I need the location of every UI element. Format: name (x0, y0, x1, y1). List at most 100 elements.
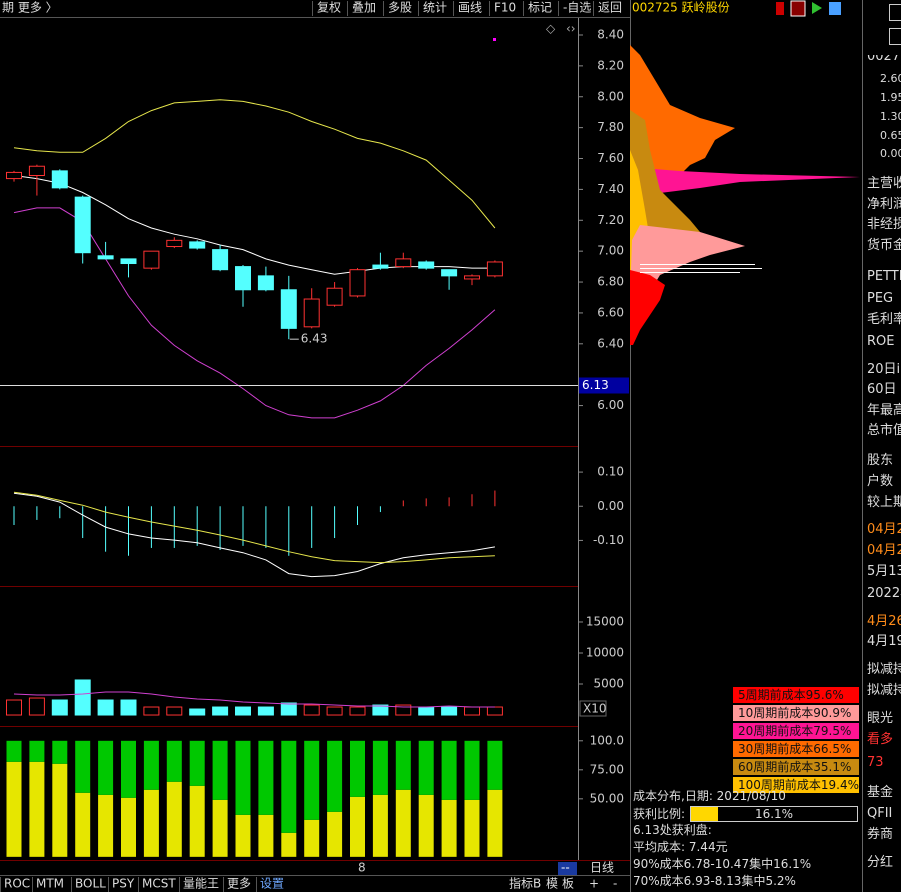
icon[interactable] (829, 2, 841, 15)
side-item: 4月26 (867, 614, 901, 629)
toolbar-button[interactable]: 统计 (423, 1, 447, 15)
volume-bar (280, 702, 297, 716)
stacked-segment (441, 740, 457, 800)
date-marker: 8 (358, 861, 366, 875)
icon[interactable]: ‹› (566, 22, 576, 36)
stacked-segment (52, 763, 68, 857)
indicator-line (13, 492, 495, 578)
stacked-segment (464, 799, 480, 857)
toolbar-button[interactable]: F10 (494, 1, 516, 15)
icon[interactable] (812, 2, 822, 14)
period[interactable]: 日线 (590, 861, 614, 875)
candle-body (257, 275, 274, 291)
profit-bar: 16.1% (690, 806, 858, 822)
icon[interactable]: ◇ (546, 22, 556, 36)
volume-bar (395, 704, 412, 716)
indicator-tab[interactable]: 量能王 (183, 877, 219, 891)
button[interactable] (889, 4, 901, 21)
candle-body (28, 165, 45, 176)
stacked-segment (6, 740, 22, 762)
indicator-tab[interactable]: 设置 (260, 877, 284, 891)
candle-body (303, 298, 320, 328)
stacked-segment (212, 799, 228, 857)
side-item: 年最高 (867, 403, 901, 418)
side-item: 20日i (867, 362, 901, 377)
side-item: QFII (867, 806, 893, 821)
candle-body (6, 171, 22, 180)
stacked-segment (189, 740, 205, 786)
stacked-segment (258, 814, 274, 857)
toolbar-button[interactable]: 返回 (598, 1, 622, 15)
stacked-segment (372, 740, 388, 795)
volume-bar (349, 706, 366, 716)
side-item: 拟减持 (867, 683, 901, 698)
indicator-tab[interactable]: MCST (142, 877, 176, 891)
y-tick-label: 50.00 (590, 791, 624, 805)
side-item: 非经损 (867, 217, 901, 232)
icon[interactable] (776, 2, 784, 15)
toolbar-button[interactable]: -自选 (563, 1, 591, 15)
candle-body (189, 241, 206, 249)
toolbar-left[interactable]: 期 更多 〉 (2, 1, 58, 15)
side-item: 0.00 (880, 147, 901, 160)
volume-bar (326, 706, 343, 716)
side-item: 1.95 (880, 91, 901, 104)
icon[interactable] (790, 0, 806, 17)
unit-label: X10 (583, 702, 607, 716)
panel-tab[interactable]: 指标B (509, 876, 541, 891)
panel-tab[interactable]: + (589, 877, 599, 891)
y-tick-label: 75.00 (590, 762, 624, 776)
profit-fill (691, 807, 718, 821)
button[interactable] (889, 28, 901, 45)
chip-20 (640, 168, 860, 196)
chip-info-line: 90%成本6.78-10.47集中16.1% (633, 857, 812, 871)
candle-body (51, 170, 68, 189)
candle-body (280, 289, 297, 329)
volume-bar (166, 706, 183, 716)
stacked-segment (487, 789, 503, 857)
side-item: 总市值 (867, 423, 901, 438)
toolbar-button[interactable]: 标记 (528, 1, 552, 15)
toolbar-button[interactable]: 复权 (317, 1, 341, 15)
toolbar-button[interactable]: 画线 (458, 1, 482, 15)
indicator-tab[interactable]: MTM (36, 877, 64, 891)
y-tick-label: 7.20 (597, 213, 624, 227)
indicator-tab[interactable]: BOLL (75, 877, 106, 891)
candle-body (235, 266, 251, 291)
stacked-segment (327, 740, 343, 812)
volume-bar (28, 697, 45, 716)
volume-bar (235, 706, 251, 716)
chip-legend-item: 5周期前成本95.6% (733, 687, 859, 703)
stacked-segment (121, 797, 136, 857)
side-item: ROE (867, 334, 895, 349)
indicator-tab[interactable]: ROC (4, 877, 30, 891)
panel-tab[interactable]: 模 (546, 877, 558, 891)
side-item: 主营收 (867, 176, 901, 191)
toolbar-button[interactable]: 多股 (388, 1, 412, 15)
panel-tab[interactable]: 板 (562, 877, 574, 891)
period-box[interactable] (558, 862, 577, 875)
panel-tab[interactable]: - (613, 877, 617, 891)
stacked-segment (52, 740, 68, 764)
side-item: 看多 (867, 732, 894, 747)
indicator-tab[interactable]: 更多 (227, 877, 251, 891)
last-price-label: 6.13 (582, 378, 609, 392)
indicator-tab[interactable]: PSY (112, 877, 135, 891)
stacked-segment (235, 814, 251, 857)
side-item: 0027 (867, 55, 901, 64)
stacked-segment (143, 740, 159, 790)
toolbar-button[interactable]: 叠加 (352, 1, 376, 15)
indicator-line (13, 691, 495, 708)
stacked-segment (281, 740, 297, 833)
chip-legend-item: 60周期前成本35.1% (733, 759, 859, 775)
candle-body (74, 196, 91, 254)
stacked-segment (143, 789, 159, 857)
side-item: 货币金 (867, 238, 901, 253)
chip-5 (630, 270, 665, 345)
volume-bar (418, 706, 435, 716)
side-item: 基金 (867, 785, 894, 800)
volume-bar (97, 699, 114, 716)
stacked-segment (395, 740, 411, 790)
